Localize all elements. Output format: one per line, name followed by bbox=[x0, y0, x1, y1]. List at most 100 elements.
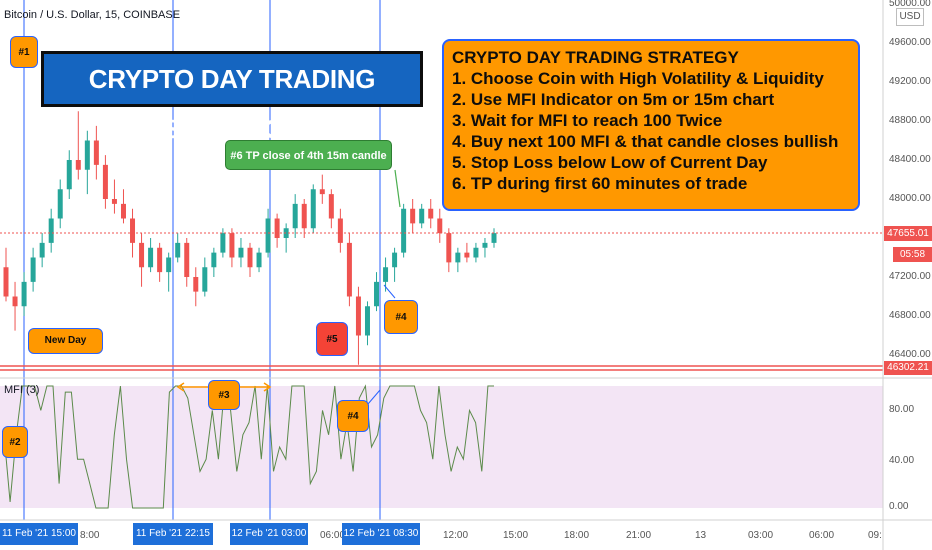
time-tick: 8:00 bbox=[80, 530, 100, 541]
candle bbox=[364, 301, 370, 346]
mfi-tick: 40.00 bbox=[889, 455, 915, 466]
candlestick-series bbox=[3, 111, 497, 365]
mfi-tick: 80.00 bbox=[889, 404, 915, 415]
candle bbox=[310, 184, 316, 234]
candle bbox=[21, 272, 27, 316]
candle bbox=[274, 213, 280, 248]
candle bbox=[473, 242, 479, 263]
candle bbox=[346, 233, 352, 307]
candle bbox=[193, 267, 199, 307]
candle bbox=[148, 238, 154, 273]
candle bbox=[30, 247, 36, 292]
price-tick: 48000.00 bbox=[889, 193, 931, 204]
candle bbox=[57, 179, 63, 229]
strategy-step: 4. Buy next 100 MFI & that candle closes… bbox=[452, 132, 839, 151]
candle bbox=[229, 228, 235, 268]
candle bbox=[437, 208, 443, 243]
callout-n4-price: #4 bbox=[384, 300, 418, 334]
callout-n5: #5 bbox=[316, 322, 348, 356]
time-tick: 06:00 bbox=[320, 530, 346, 541]
callout-n6: #6 TP close of 4th 15m candle bbox=[225, 140, 392, 170]
candle bbox=[401, 203, 407, 258]
strategy-step: 6. TP during first 60 minutes of trade bbox=[452, 174, 748, 193]
price-tick: 48800.00 bbox=[889, 115, 931, 126]
candle bbox=[157, 242, 163, 282]
time-tick: 12:00 bbox=[443, 530, 469, 541]
mfi-series bbox=[3, 384, 494, 509]
strategy-step: 5. Stop Loss below Low of Current Day bbox=[452, 153, 768, 172]
time-highlight: 12 Feb '21 03:00 bbox=[230, 523, 308, 545]
price-tick: 50000.00 bbox=[889, 0, 931, 9]
callout-n1: #1 bbox=[10, 36, 38, 68]
candle bbox=[374, 272, 380, 312]
price-tick: 46800.00 bbox=[889, 310, 931, 321]
time-highlight: 12 Feb '21 08:30 bbox=[342, 523, 420, 545]
candle bbox=[66, 150, 72, 199]
callout-n3: #3 bbox=[208, 380, 240, 410]
countdown-tag: 05:58 bbox=[893, 247, 932, 262]
price-tick: 46400.00 bbox=[889, 349, 931, 360]
candle bbox=[301, 199, 307, 238]
price-tick: 49600.00 bbox=[889, 37, 931, 48]
candle bbox=[283, 223, 289, 253]
time-tick: 03:00 bbox=[748, 530, 774, 541]
candle bbox=[410, 199, 416, 234]
candle bbox=[383, 257, 389, 292]
candle bbox=[392, 247, 398, 282]
time-tick: 21:00 bbox=[626, 530, 652, 541]
mfi-indicator-label[interactable]: MFI (3) bbox=[4, 384, 40, 396]
candle bbox=[175, 233, 181, 263]
candle bbox=[247, 242, 253, 277]
candle bbox=[211, 247, 217, 277]
candle bbox=[39, 233, 45, 268]
candle bbox=[202, 257, 208, 297]
time-tick: 18:00 bbox=[564, 530, 590, 541]
candle bbox=[84, 130, 90, 195]
arrow-n4-price bbox=[383, 284, 396, 299]
candle bbox=[238, 238, 244, 268]
callout-n4-mfi: #4 bbox=[337, 400, 369, 432]
candle bbox=[184, 238, 190, 287]
current-price-tag: 47655.01 bbox=[884, 226, 932, 241]
mfi-tick: 0.00 bbox=[889, 501, 909, 512]
candle bbox=[166, 252, 172, 292]
candle bbox=[75, 111, 81, 180]
time-highlight: 11 Feb '21 15:00 bbox=[0, 523, 78, 545]
range-arrow-right-head bbox=[263, 382, 272, 392]
candle bbox=[139, 233, 145, 287]
candle bbox=[220, 228, 226, 258]
candle bbox=[102, 155, 108, 209]
arrow-n4-mfi bbox=[367, 389, 381, 405]
candle bbox=[464, 242, 470, 263]
candle bbox=[337, 208, 343, 253]
candle bbox=[482, 238, 488, 258]
arrow-n6 bbox=[394, 169, 401, 208]
low-price-tag: 46302.21 bbox=[884, 361, 932, 375]
mfi-line bbox=[3, 384, 494, 509]
candle bbox=[12, 281, 18, 331]
price-tick: 48400.00 bbox=[889, 154, 931, 165]
candle bbox=[355, 286, 361, 365]
chart-title: Bitcoin / U.S. Dollar, 15, COINBASE bbox=[4, 9, 181, 21]
range-arrow-left-head bbox=[176, 382, 185, 392]
candle bbox=[428, 199, 434, 229]
candle bbox=[3, 247, 9, 302]
strategy-step: 1. Choose Coin with High Volatility & Li… bbox=[452, 69, 824, 88]
time-tick: 15:00 bbox=[503, 530, 529, 541]
candle bbox=[120, 189, 126, 224]
banner-title: CRYPTO DAY TRADING STRATEGY bbox=[44, 54, 420, 144]
time-tick: 06:00 bbox=[809, 530, 835, 541]
candle bbox=[446, 228, 452, 273]
time-highlight: 11 Feb '21 22:15 bbox=[133, 523, 213, 545]
currency-button[interactable]: USD bbox=[896, 8, 924, 26]
strategy-step: 3. Wait for MFI to reach 100 Twice bbox=[452, 111, 723, 130]
candle bbox=[419, 203, 425, 229]
price-tick: 47200.00 bbox=[889, 271, 931, 282]
candle bbox=[111, 179, 117, 214]
candle bbox=[491, 228, 497, 248]
candle bbox=[319, 174, 325, 204]
callout-n2: #2 bbox=[2, 426, 28, 458]
price-tick: 49200.00 bbox=[889, 76, 931, 87]
time-tick: 09: bbox=[868, 530, 882, 541]
